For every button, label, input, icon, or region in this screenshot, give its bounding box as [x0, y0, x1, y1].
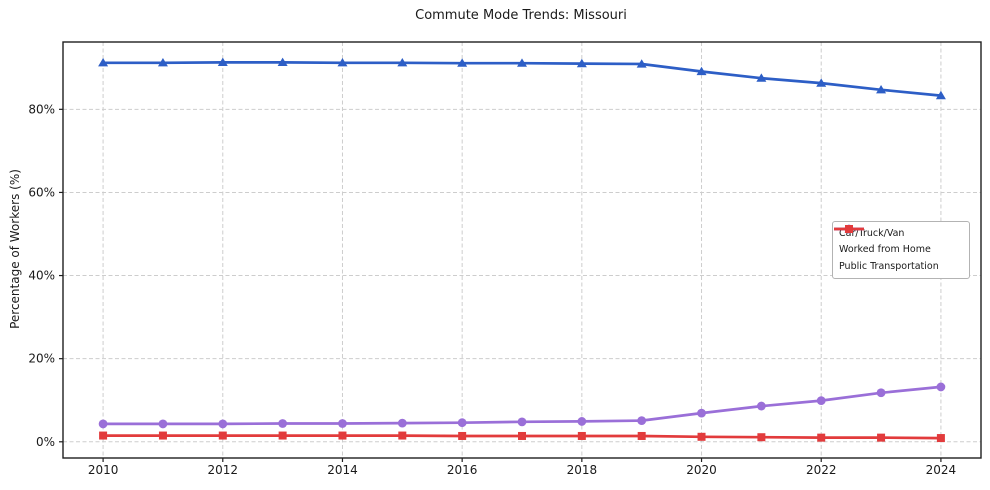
marker-public-transportation	[278, 431, 287, 440]
x-tick-label: 2018	[567, 463, 598, 477]
marker-worked-from-home	[936, 382, 946, 392]
marker-public-transportation	[218, 431, 227, 440]
marker-public-transportation	[637, 431, 646, 440]
legend-item-worked-from-home: Worked from Home	[834, 224, 965, 258]
marker-public-transportation	[936, 434, 945, 443]
marker-worked-from-home	[397, 418, 407, 428]
legend: Car/Truck/Van Worked from Home Public Tran…	[832, 221, 970, 279]
marker-public-transportation	[398, 431, 407, 440]
x-tick-label: 2020	[686, 463, 717, 477]
marker-car-truck-van	[935, 90, 946, 100]
marker-car-truck-van	[157, 57, 168, 67]
marker-public-transportation	[458, 431, 467, 440]
marker-worked-from-home	[158, 419, 168, 429]
marker-worked-from-home	[816, 396, 826, 406]
marker-car-truck-van	[337, 57, 348, 67]
marker-worked-from-home	[756, 401, 766, 411]
y-tick-label: 60%	[28, 185, 55, 199]
x-tick-label: 2014	[327, 463, 358, 477]
marker-worked-from-home	[457, 418, 467, 428]
marker-worked-from-home	[577, 417, 587, 426]
x-tick-label: 2010	[88, 463, 119, 477]
marker-worked-from-home	[517, 417, 527, 427]
marker-car-truck-van	[217, 57, 228, 66]
marker-worked-from-home	[876, 388, 886, 398]
marker-worked-from-home	[98, 419, 108, 429]
x-tick-label: 2016	[447, 463, 478, 477]
legend-label: Worked from Home	[839, 244, 931, 256]
marker-car-truck-van	[876, 84, 887, 94]
series-line-car-truck-van	[101, 61, 943, 97]
marker-car-truck-van	[816, 78, 827, 87]
marker-public-transportation	[577, 431, 586, 440]
marker-car-truck-van	[98, 57, 109, 67]
marker-public-transportation	[877, 433, 886, 442]
marker-car-truck-van	[636, 59, 647, 68]
legend-swatch-square-icon	[834, 225, 864, 233]
marker-public-transportation	[757, 433, 766, 442]
plot-frame	[62, 41, 982, 459]
marker-worked-from-home	[697, 408, 706, 418]
marker-car-truck-van	[517, 58, 527, 67]
y-tick-label: 0%	[36, 435, 55, 449]
marker-public-transportation	[338, 431, 347, 440]
x-tick-label: 2012	[208, 463, 239, 477]
marker-car-truck-van	[756, 73, 767, 82]
x-tick-label: 2022	[806, 463, 837, 477]
marker-worked-from-home	[278, 419, 288, 428]
y-tick-label: 20%	[28, 352, 55, 366]
marker-car-truck-van	[277, 57, 288, 66]
marker-public-transportation	[158, 431, 167, 440]
y-tick-label: 80%	[28, 102, 55, 116]
legend-label: Public Transportation	[839, 261, 939, 273]
marker-car-truck-van	[576, 58, 587, 68]
marker-public-transportation	[518, 431, 526, 440]
legend-label: Car/Truck/Van	[839, 227, 905, 239]
marker-public-transportation	[697, 432, 706, 441]
marker-public-transportation	[99, 431, 108, 440]
chart-title: Commute Mode Trends: Missouri	[415, 8, 627, 23]
marker-car-truck-van	[397, 57, 408, 67]
marker-car-truck-van	[457, 58, 468, 67]
legend-item-public-transportation: Public Transportation	[834, 225, 965, 275]
marker-worked-from-home	[338, 419, 347, 428]
x-tick-label: 2024	[926, 463, 957, 477]
y-tick-label: 40%	[28, 269, 55, 283]
marker-public-transportation	[817, 433, 826, 442]
marker-worked-from-home	[218, 419, 228, 429]
marker-worked-from-home	[637, 416, 647, 425]
marker-car-truck-van	[696, 66, 707, 76]
